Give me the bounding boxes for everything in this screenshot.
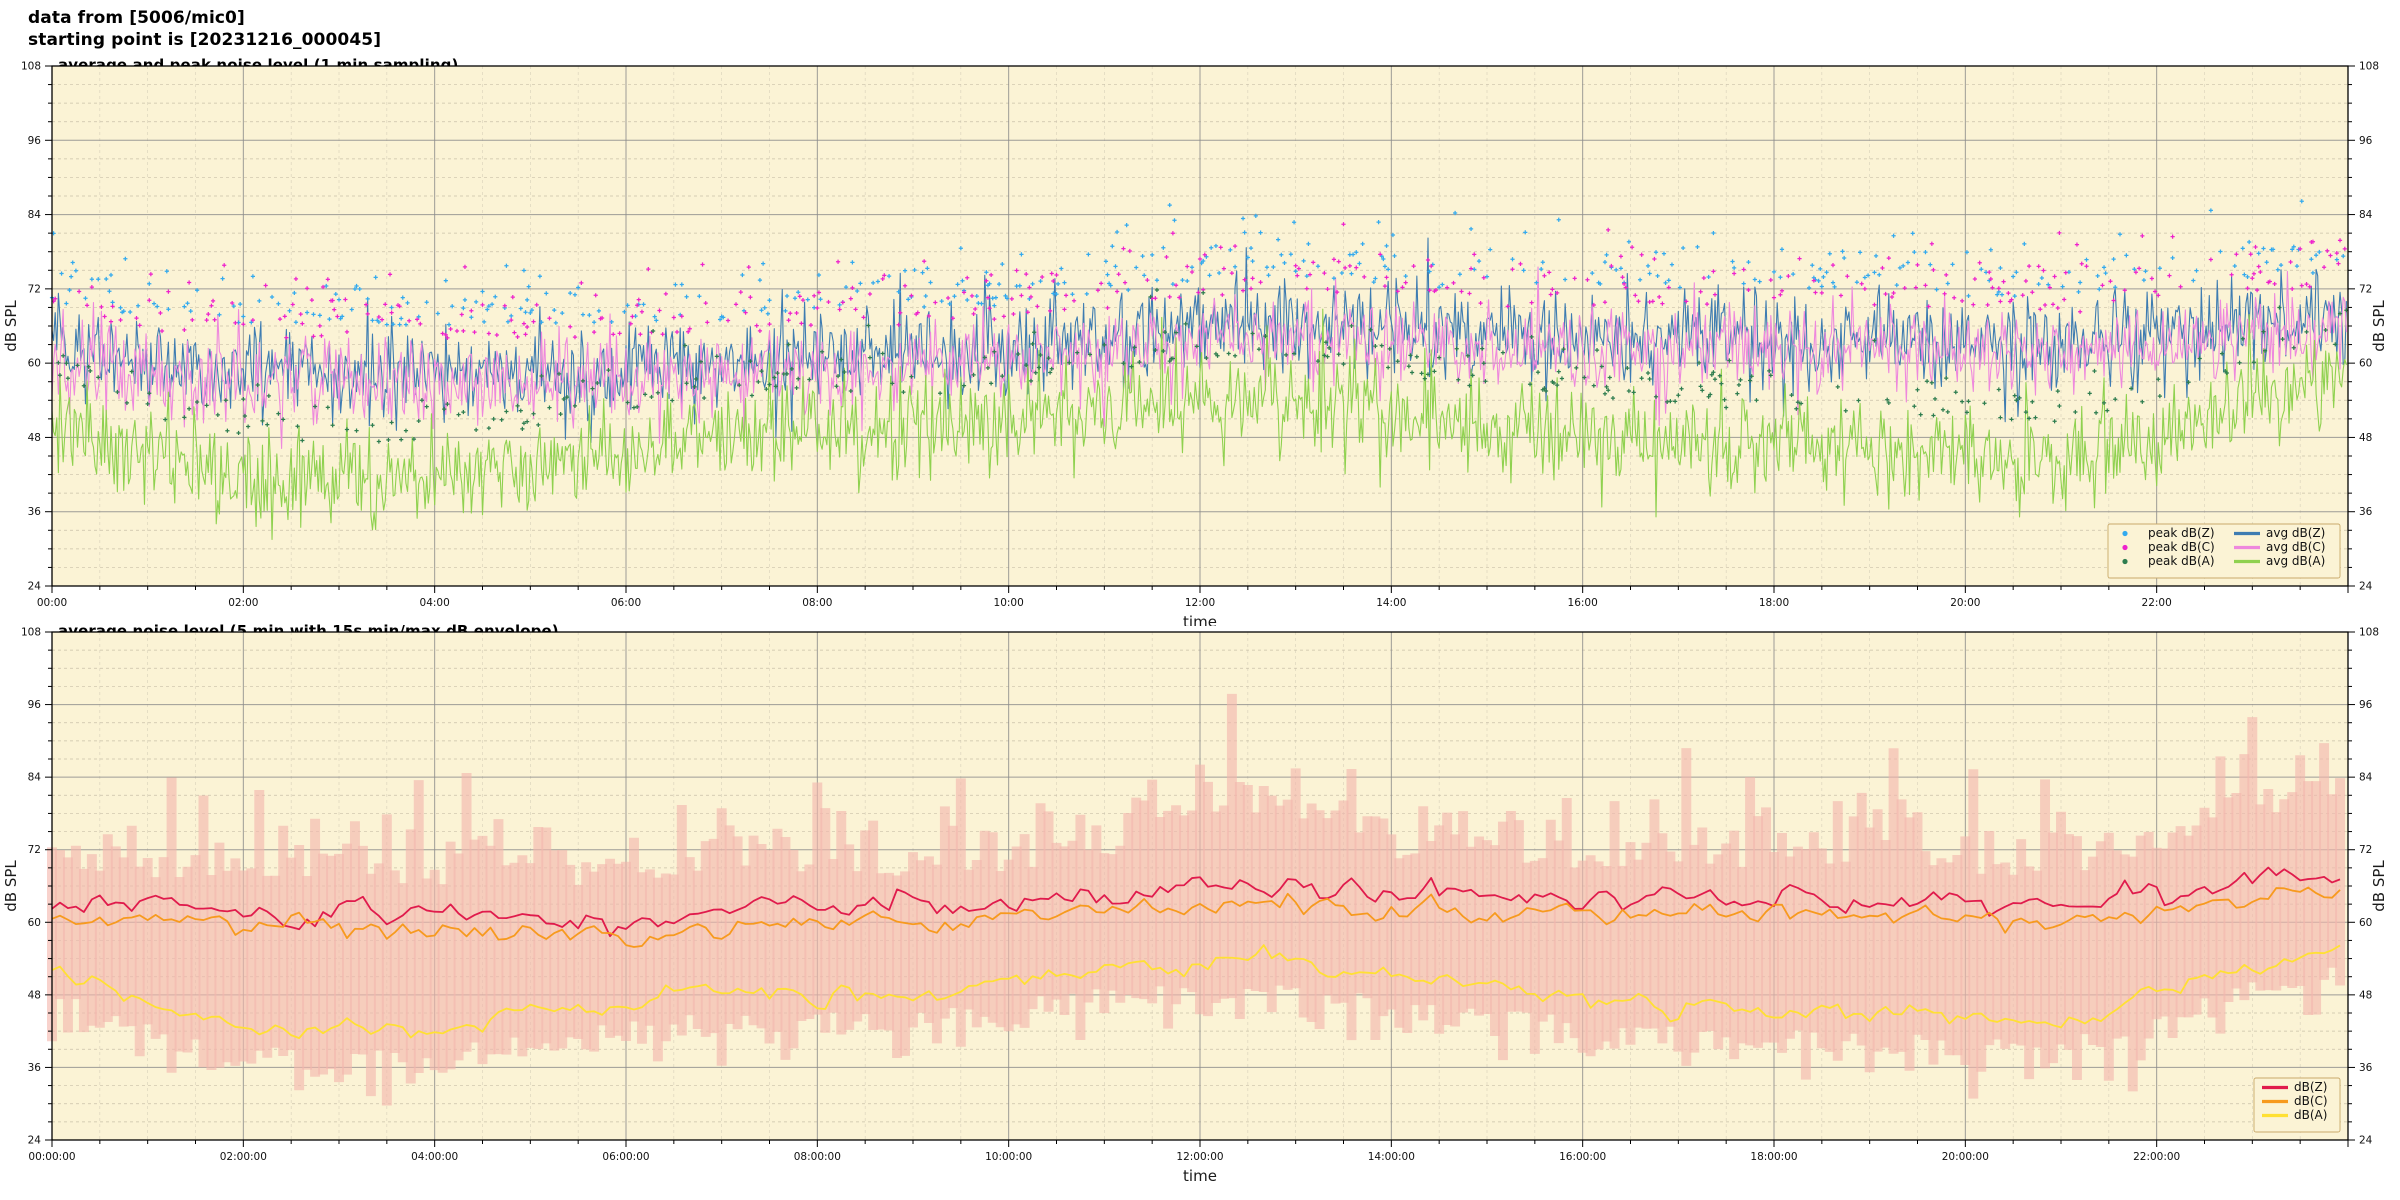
y-tick-label: 24 bbox=[2359, 581, 2373, 593]
x-tick-label: 16:00:00 bbox=[1559, 1151, 1606, 1163]
y-tick-label: 108 bbox=[2359, 61, 2379, 73]
x-tick-label: 20:00 bbox=[1950, 597, 1980, 609]
legend[interactable]: peak dB(Z)peak dB(C)peak dB(A)avg dB(Z)a… bbox=[2107, 523, 2341, 579]
series-peak-db-z- bbox=[49, 199, 2346, 327]
x-tick-label: 18:00:00 bbox=[1750, 1151, 1797, 1163]
x-axis-title: time bbox=[1183, 613, 1217, 626]
y-tick-label: 84 bbox=[28, 209, 42, 221]
y-tick-label: 36 bbox=[28, 1062, 42, 1074]
legend[interactable]: dB(Z)dB(C)dB(A) bbox=[2253, 1077, 2341, 1133]
x-tick-label: 14:00 bbox=[1376, 597, 1406, 609]
x-tick-label: 12:00:00 bbox=[1176, 1151, 1223, 1163]
header-line-startpoint: starting point is [20231216_000045] bbox=[28, 29, 382, 50]
y-tick-label: 24 bbox=[28, 581, 42, 593]
y-axis-title-left: dB SPL bbox=[2, 860, 20, 912]
x-tick-label: 00:00 bbox=[37, 597, 67, 609]
y-tick-label: 84 bbox=[2359, 209, 2373, 221]
series-avg-db-c- bbox=[51, 266, 2347, 450]
x-tick-label: 08:00:00 bbox=[794, 1151, 841, 1163]
series-peak-db-c- bbox=[51, 222, 2347, 341]
y-tick-label: 60 bbox=[28, 917, 41, 929]
x-tick-label: 00:00:00 bbox=[28, 1151, 75, 1163]
y-tick-label: 84 bbox=[28, 772, 42, 784]
chart-panel-envelope: average noise level (5 min with 15s min/… bbox=[0, 622, 2400, 1200]
y-tick-label: 24 bbox=[2359, 1135, 2373, 1147]
series-db-z- bbox=[51, 866, 2341, 938]
y-axis-title-right: dB SPL bbox=[2370, 300, 2388, 352]
legend-label: peak dB(Z) bbox=[2148, 526, 2215, 540]
y-tick-label: 60 bbox=[2359, 917, 2372, 929]
y-tick-label: 108 bbox=[2359, 627, 2379, 639]
legend-label: avg dB(Z) bbox=[2266, 526, 2325, 540]
y-tick-label: 72 bbox=[28, 844, 41, 856]
x-tick-label: 12:00 bbox=[1185, 597, 1215, 609]
series-avg-db-a- bbox=[51, 308, 2347, 541]
legend-label: dB(C) bbox=[2294, 1094, 2328, 1108]
series-db-a- bbox=[51, 944, 2341, 1040]
y-tick-label: 108 bbox=[21, 61, 41, 73]
y-tick-label: 36 bbox=[2359, 1062, 2373, 1074]
series-peak-db-a- bbox=[56, 287, 2349, 444]
x-tick-label: 08:00 bbox=[802, 597, 832, 609]
x-tick-label: 02:00:00 bbox=[220, 1151, 267, 1163]
legend-label: dB(A) bbox=[2294, 1108, 2327, 1122]
y-tick-label: 48 bbox=[28, 989, 41, 1001]
y-tick-label: 60 bbox=[28, 358, 41, 370]
y-tick-label: 84 bbox=[2359, 772, 2373, 784]
x-tick-label: 14:00:00 bbox=[1368, 1151, 1415, 1163]
chart-panel-peak-avg: average and peak noise level (1 min samp… bbox=[0, 56, 2400, 626]
y-tick-label: 96 bbox=[28, 699, 42, 711]
y-tick-label: 60 bbox=[2359, 358, 2372, 370]
x-tick-label: 06:00 bbox=[611, 597, 641, 609]
y-axis-title-left: dB SPL bbox=[2, 300, 20, 352]
y-tick-label: 96 bbox=[2359, 699, 2373, 711]
legend-label: dB(Z) bbox=[2294, 1080, 2327, 1094]
x-axis-title: time bbox=[1183, 1167, 1217, 1185]
y-tick-label: 72 bbox=[2359, 844, 2372, 856]
legend-label: peak dB(C) bbox=[2148, 540, 2215, 554]
x-tick-label: 20:00:00 bbox=[1942, 1151, 1989, 1163]
y-tick-label: 48 bbox=[2359, 989, 2372, 1001]
y-tick-label: 108 bbox=[21, 627, 41, 639]
x-tick-label: 18:00 bbox=[1759, 597, 1789, 609]
x-tick-label: 22:00:00 bbox=[2133, 1151, 2180, 1163]
chart2-plot[interactable]: 24 24 36 36 48 48 60 60 72 72 84 84 96 96 108 108 00:00:… bbox=[0, 622, 2400, 1200]
y-tick-label: 96 bbox=[28, 135, 42, 147]
y-tick-label: 72 bbox=[28, 283, 41, 295]
y-tick-label: 36 bbox=[2359, 506, 2373, 518]
x-tick-label: 22:00 bbox=[2142, 597, 2172, 609]
x-tick-label: 16:00 bbox=[1568, 597, 1598, 609]
x-tick-label: 02:00 bbox=[228, 597, 258, 609]
y-tick-label: 48 bbox=[28, 432, 41, 444]
chart1-plot[interactable]: 24 24 36 36 48 48 60 60 72 72 84 84 96 96 108 108 00:00 0… bbox=[0, 56, 2400, 627]
y-tick-label: 72 bbox=[2359, 283, 2372, 295]
header-line-source: data from [5006/mic0] bbox=[28, 8, 245, 28]
y-tick-label: 24 bbox=[28, 1135, 42, 1147]
envelope-band bbox=[47, 693, 2346, 1106]
x-tick-label: 10:00:00 bbox=[985, 1151, 1032, 1163]
x-tick-label: 06:00:00 bbox=[602, 1151, 649, 1163]
y-tick-label: 36 bbox=[28, 506, 42, 518]
y-axis-title-right: dB SPL bbox=[2370, 860, 2388, 912]
y-tick-label: 48 bbox=[2359, 432, 2372, 444]
x-tick-label: 04:00 bbox=[420, 597, 450, 609]
x-tick-label: 10:00 bbox=[994, 597, 1024, 609]
legend-label: peak dB(A) bbox=[2148, 554, 2215, 568]
y-tick-label: 96 bbox=[2359, 135, 2373, 147]
series-db-c- bbox=[51, 886, 2341, 948]
header-info: data from [5006/mic0] starting point is … bbox=[28, 8, 381, 52]
legend-label: avg dB(C) bbox=[2266, 540, 2325, 554]
x-tick-label: 04:00:00 bbox=[411, 1151, 458, 1163]
legend-label: avg dB(A) bbox=[2266, 554, 2325, 568]
